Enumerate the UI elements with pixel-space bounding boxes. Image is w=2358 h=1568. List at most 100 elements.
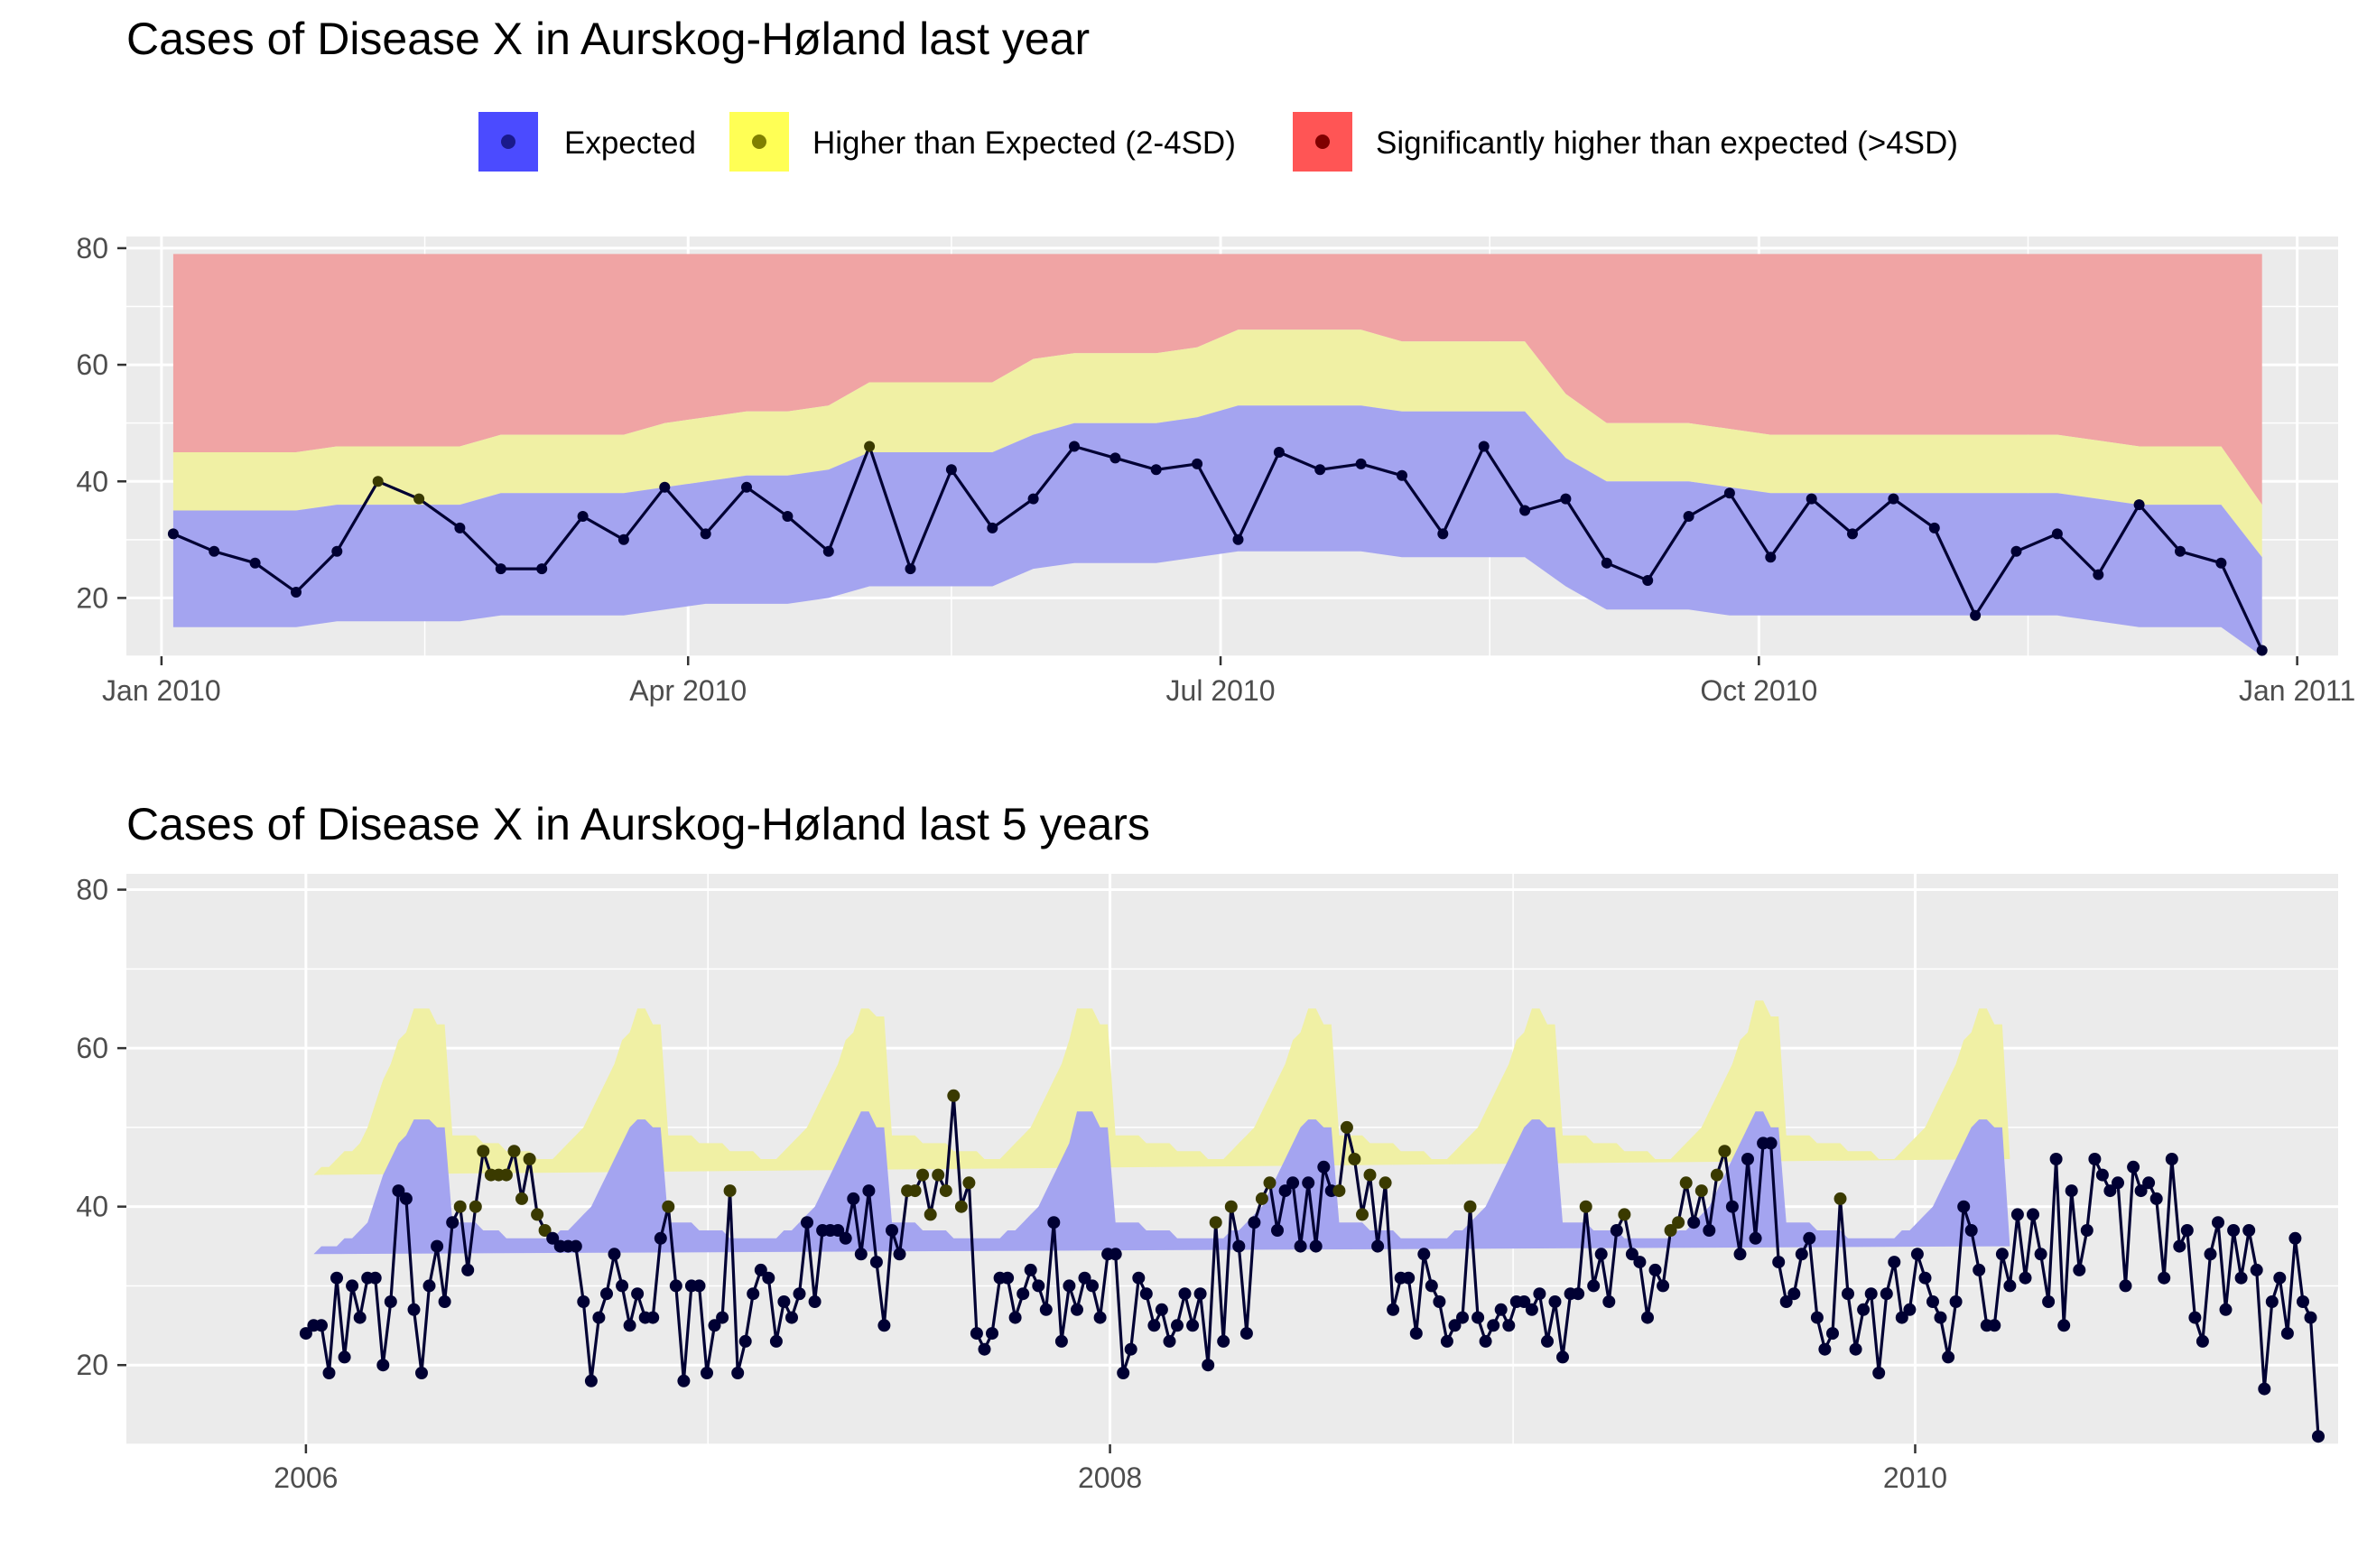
data-point: [1069, 441, 1080, 452]
data-point: [392, 1184, 405, 1198]
data-point: [2095, 1168, 2109, 1182]
data-point: [1548, 1295, 1562, 1308]
data-point-higher: [1579, 1200, 1592, 1213]
data-point: [1239, 1327, 1253, 1341]
data-point: [1155, 1303, 1168, 1316]
data-point: [1926, 1295, 1939, 1308]
data-point: [1171, 1319, 1184, 1332]
data-point: [1456, 1311, 1469, 1324]
data-point: [1803, 1231, 1816, 1245]
data-point: [1518, 1295, 1531, 1308]
data-point: [1657, 1279, 1670, 1293]
data-point: [986, 1327, 998, 1341]
y-tick-label: 80: [76, 232, 108, 264]
data-point: [1533, 1287, 1546, 1301]
data-point-higher: [1332, 1184, 1346, 1198]
data-point: [577, 1295, 590, 1308]
data-point: [1278, 1184, 1292, 1198]
data-point: [1733, 1248, 1747, 1261]
data-point: [2227, 1224, 2241, 1237]
data-point-higher: [1340, 1120, 1353, 1134]
band-expected: [172, 405, 2262, 656]
data-point: [1178, 1287, 1192, 1301]
data-point: [1193, 1287, 1207, 1301]
data-point: [2188, 1311, 2202, 1324]
data-point: [1027, 493, 1039, 505]
data-point-higher: [1209, 1216, 1222, 1229]
chart-title-last-year: Cases of Disease X in Aurskog-Høland las…: [126, 14, 1090, 64]
x-tick-label: Jul 2010: [1166, 674, 1276, 707]
data-point: [1039, 1303, 1053, 1316]
data-point: [987, 522, 998, 533]
data-point: [1857, 1303, 1871, 1316]
data-point: [677, 1374, 691, 1387]
data-point: [1008, 1311, 1022, 1324]
data-point-higher: [962, 1176, 976, 1190]
data-point: [2103, 1184, 2117, 1198]
data-point: [945, 464, 957, 476]
data-point-higher: [453, 1200, 467, 1213]
band-higher-than-expected: [172, 329, 2262, 558]
data-point: [2088, 1153, 2102, 1165]
data-point: [1880, 1287, 1893, 1301]
data-point: [1494, 1303, 1508, 1316]
data-point: [2093, 569, 2104, 580]
data-point: [1479, 1334, 1492, 1348]
x-tick-label: Jan 2010: [102, 674, 221, 707]
y-tick-label: 40: [76, 465, 108, 497]
data-point: [384, 1295, 397, 1308]
data-point: [2073, 1263, 2086, 1276]
data-point: [1625, 1248, 1639, 1261]
data-point: [1872, 1367, 1886, 1379]
data-point: [1826, 1327, 1839, 1341]
data-point: [2288, 1231, 2302, 1245]
data-point: [1417, 1248, 1431, 1261]
data-point: [1124, 1342, 1137, 1356]
data-point: [1063, 1279, 1076, 1293]
data-point-higher: [1679, 1176, 1693, 1190]
data-point: [1642, 575, 1654, 586]
data-point: [1810, 1311, 1824, 1324]
data-point: [782, 511, 794, 522]
data-point-higher: [1356, 1208, 1369, 1221]
data-point: [738, 1334, 752, 1348]
chart-panel-last-5-years: 20 40 60 80 2006 2008 2010: [76, 874, 2338, 1494]
data-point: [1232, 1239, 1246, 1253]
data-point-higher: [932, 1168, 945, 1182]
data-point: [376, 1359, 390, 1372]
data-point: [1302, 1176, 1315, 1190]
band-significantly-higher: [172, 254, 2262, 506]
data-point: [353, 1311, 367, 1324]
data-point: [2175, 545, 2186, 557]
data-point: [978, 1342, 991, 1356]
data-point: [762, 1271, 775, 1285]
data-point: [617, 533, 629, 545]
data-point: [461, 1263, 475, 1276]
data-point: [1186, 1319, 1200, 1332]
data-point: [1541, 1334, 1554, 1348]
band-higher-than-expected: [305, 1000, 2010, 1175]
data-point-higher: [413, 493, 425, 505]
data-point: [1192, 458, 1203, 469]
data-point: [299, 1327, 312, 1341]
data-point: [2119, 1279, 2132, 1293]
data-point: [1949, 1295, 1963, 1308]
data-point: [869, 1256, 883, 1269]
data-point: [793, 1287, 806, 1301]
data-point: [1202, 1359, 1215, 1372]
data-point: [1147, 1319, 1161, 1332]
data-point: [1641, 1311, 1654, 1324]
data-point: [431, 1239, 444, 1253]
data-point: [1017, 1287, 1030, 1301]
data-point: [1772, 1256, 1786, 1269]
data-point: [1849, 1342, 1862, 1356]
legend-key-point-0: [501, 135, 515, 149]
data-point: [1988, 1319, 2001, 1332]
data-point-higher: [1263, 1176, 1276, 1190]
data-point-higher: [372, 476, 384, 487]
data-point: [654, 1231, 667, 1245]
data-point: [1725, 1200, 1739, 1213]
data-point: [495, 563, 506, 575]
data-point: [886, 1224, 898, 1237]
data-point: [1437, 528, 1449, 540]
